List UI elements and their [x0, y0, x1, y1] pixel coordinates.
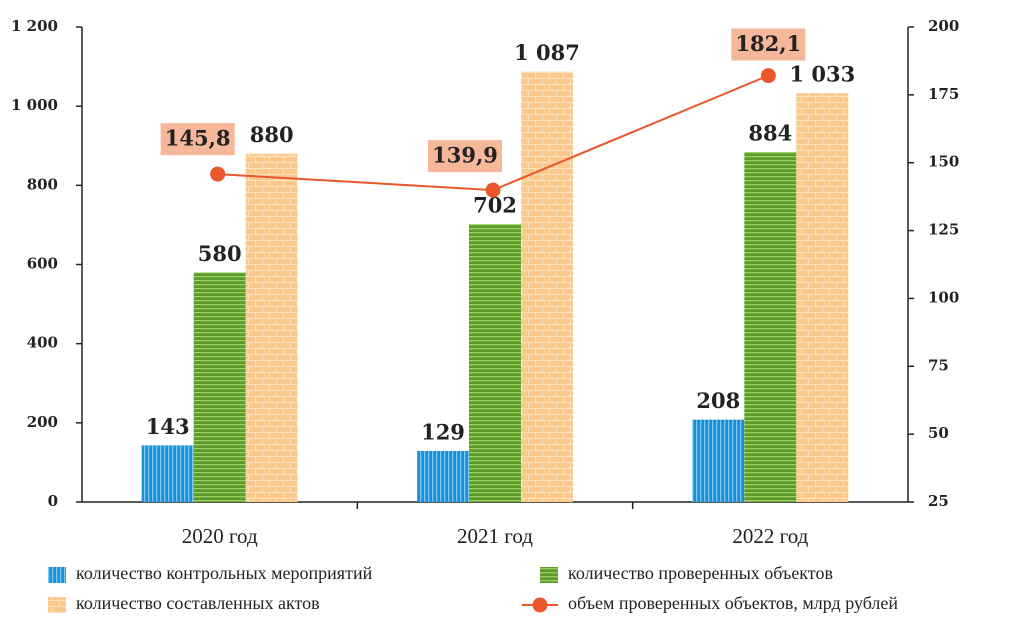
data-label: 1 087	[514, 40, 580, 65]
y2-tick-label: 100	[928, 288, 959, 306]
y2-tick-label: 25	[928, 492, 949, 510]
y2-tick-label: 200	[928, 17, 959, 35]
x-tick-label: 2021 год	[457, 524, 533, 548]
legend-label: объем проверенных объектов, млрд рублей	[568, 593, 898, 613]
bar	[417, 450, 469, 502]
data-label-box	[160, 123, 235, 156]
line	[217, 74, 769, 192]
data-label: 884	[748, 121, 792, 146]
bar	[141, 445, 194, 502]
line-point	[485, 182, 501, 198]
legend-swatch	[540, 567, 558, 583]
y-tick-label: 1 000	[11, 96, 58, 114]
y-tick-label: 200	[27, 413, 58, 431]
data-label-box	[731, 28, 806, 61]
data-label: 143	[146, 414, 190, 439]
y2-tick-label: 75	[928, 356, 949, 374]
data-label: 139,9	[432, 143, 498, 168]
bar	[193, 272, 246, 502]
data-label: 208	[696, 388, 740, 413]
y2-tick-label: 150	[928, 153, 959, 171]
data-label: 580	[198, 241, 242, 266]
legend-label: количество составленных актов	[76, 593, 320, 613]
data-label: 182,1	[735, 31, 801, 56]
data-label: 880	[250, 122, 294, 147]
y-tick-label: 1 200	[11, 17, 58, 35]
data-label: 1 033	[789, 62, 855, 87]
bar	[521, 71, 573, 503]
data-label-box	[428, 140, 502, 173]
x-tick-label: 2020 год	[182, 524, 258, 548]
bar	[692, 419, 745, 502]
y-tick-label: 400	[27, 334, 58, 352]
bar	[245, 153, 298, 502]
y-tick-label: 600	[27, 255, 58, 273]
legend-label: количество проверенных объектов	[568, 563, 833, 583]
bar	[744, 152, 797, 503]
y2-tick-label: 50	[928, 424, 949, 442]
y-tick-label: 0	[48, 492, 58, 510]
line-point	[210, 166, 226, 182]
line-point	[760, 68, 776, 84]
data-label: 129	[421, 419, 465, 444]
y2-tick-label: 125	[928, 221, 959, 239]
legend-label: количество контрольных мероприятий	[76, 563, 373, 583]
legend-marker	[532, 597, 548, 613]
data-label: 145,8	[165, 126, 231, 151]
x-tick-label: 2022 год	[732, 524, 808, 548]
legend-swatch	[48, 567, 66, 583]
y-tick-label: 800	[27, 175, 58, 193]
bar	[469, 224, 521, 502]
y2-tick-label: 175	[928, 85, 959, 103]
legend-swatch	[48, 597, 66, 613]
bar	[796, 93, 849, 503]
